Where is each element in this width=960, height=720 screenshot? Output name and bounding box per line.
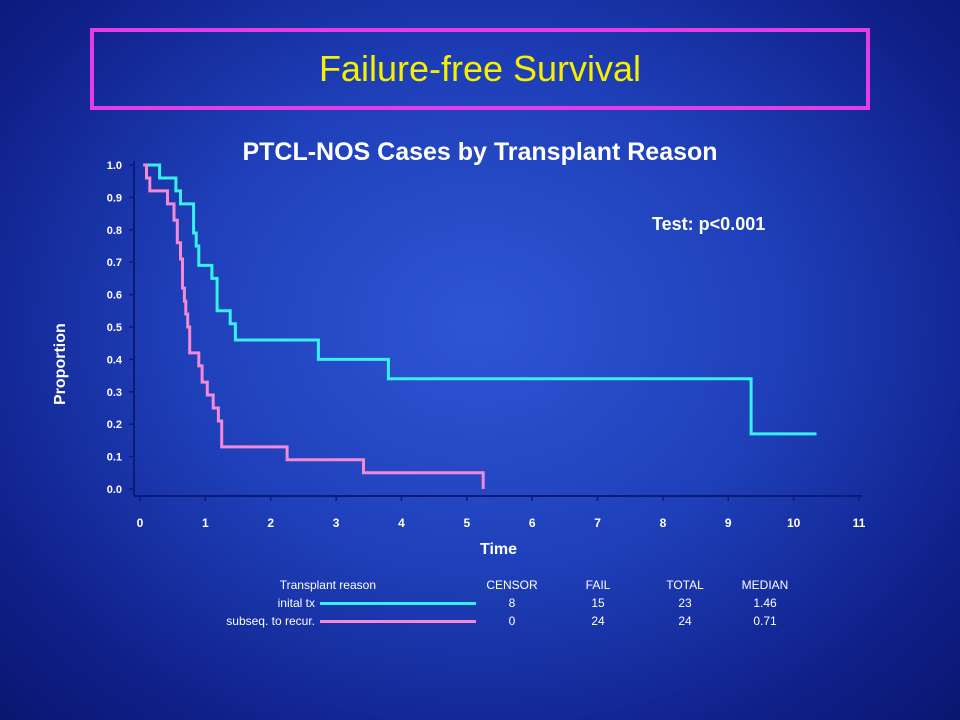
x-tick-label: 10 — [787, 516, 801, 530]
x-tick-label: 0 — [137, 516, 144, 530]
series-line-subseq-recur — [143, 163, 485, 489]
legend-swatch-pink — [320, 620, 476, 623]
x-tick-label: 11 — [853, 516, 866, 530]
legend-total: 23 — [678, 596, 692, 610]
series-layer — [143, 163, 817, 489]
y-tick-label: 0.6 — [107, 290, 122, 302]
legend-censor: 0 — [508, 614, 516, 628]
y-tick-label: 0.1 — [107, 452, 122, 464]
legend-header-reason: Transplant reason — [279, 578, 376, 592]
legend-total: 24 — [678, 614, 692, 628]
legend-label: subseq. to recur. — [226, 614, 315, 628]
legend-median: 0.71 — [753, 614, 777, 628]
slide-title-box: Failure-free Survival — [90, 28, 870, 110]
legend-censor: 8 — [508, 596, 516, 610]
y-tick-label: 0.7 — [107, 257, 122, 269]
x-tick-label: 8 — [660, 516, 667, 530]
y-tick-label: 0.9 — [107, 192, 122, 204]
x-tick-label: 6 — [529, 516, 536, 530]
legend-label: inital tx — [277, 596, 315, 610]
y-tick-label: 0.0 — [107, 484, 122, 496]
y-tick-label: 0.5 — [107, 322, 122, 334]
legend-swatch-cyan — [320, 602, 476, 605]
x-tick-label: 4 — [398, 516, 405, 530]
legend-header-fail: FAIL — [585, 578, 611, 592]
axes: 0.0 0.1 0.2 0.3 0.4 0.5 0.6 0.7 0.8 0.9 1.0 0 1 2 3 4 5 6… — [107, 160, 866, 530]
x-axis-label: Time — [480, 541, 518, 558]
x-tick-label: 2 — [267, 516, 274, 530]
y-tick-label: 1.0 — [107, 160, 122, 172]
y-tick-label: 0.8 — [107, 225, 122, 237]
test-annotation: Test: p<0.001 — [652, 214, 766, 234]
x-tick-label: 9 — [725, 516, 732, 530]
y-tick-label: 0.4 — [107, 354, 123, 366]
x-tick-label: 3 — [333, 516, 340, 530]
slide-title: Failure-free Survival — [318, 48, 642, 89]
series-line-initial-tx — [143, 163, 817, 436]
legend-header-total: TOTAL — [666, 578, 704, 592]
y-tick-label: 0.3 — [107, 387, 122, 399]
legend-median: 1.46 — [753, 596, 777, 610]
x-tick-label: 1 — [202, 516, 209, 530]
legend-fail: 15 — [591, 596, 605, 610]
x-tick-label: 5 — [463, 516, 470, 530]
legend-header-median: MEDIAN — [741, 578, 789, 592]
y-tick-label: 0.2 — [107, 419, 122, 431]
legend-fail: 24 — [591, 614, 605, 628]
chart-title: PTCL-NOS Cases by Transplant Reason — [242, 138, 718, 166]
legend-header-censor: CENSOR — [486, 578, 538, 592]
x-tick-label: 7 — [594, 516, 601, 530]
